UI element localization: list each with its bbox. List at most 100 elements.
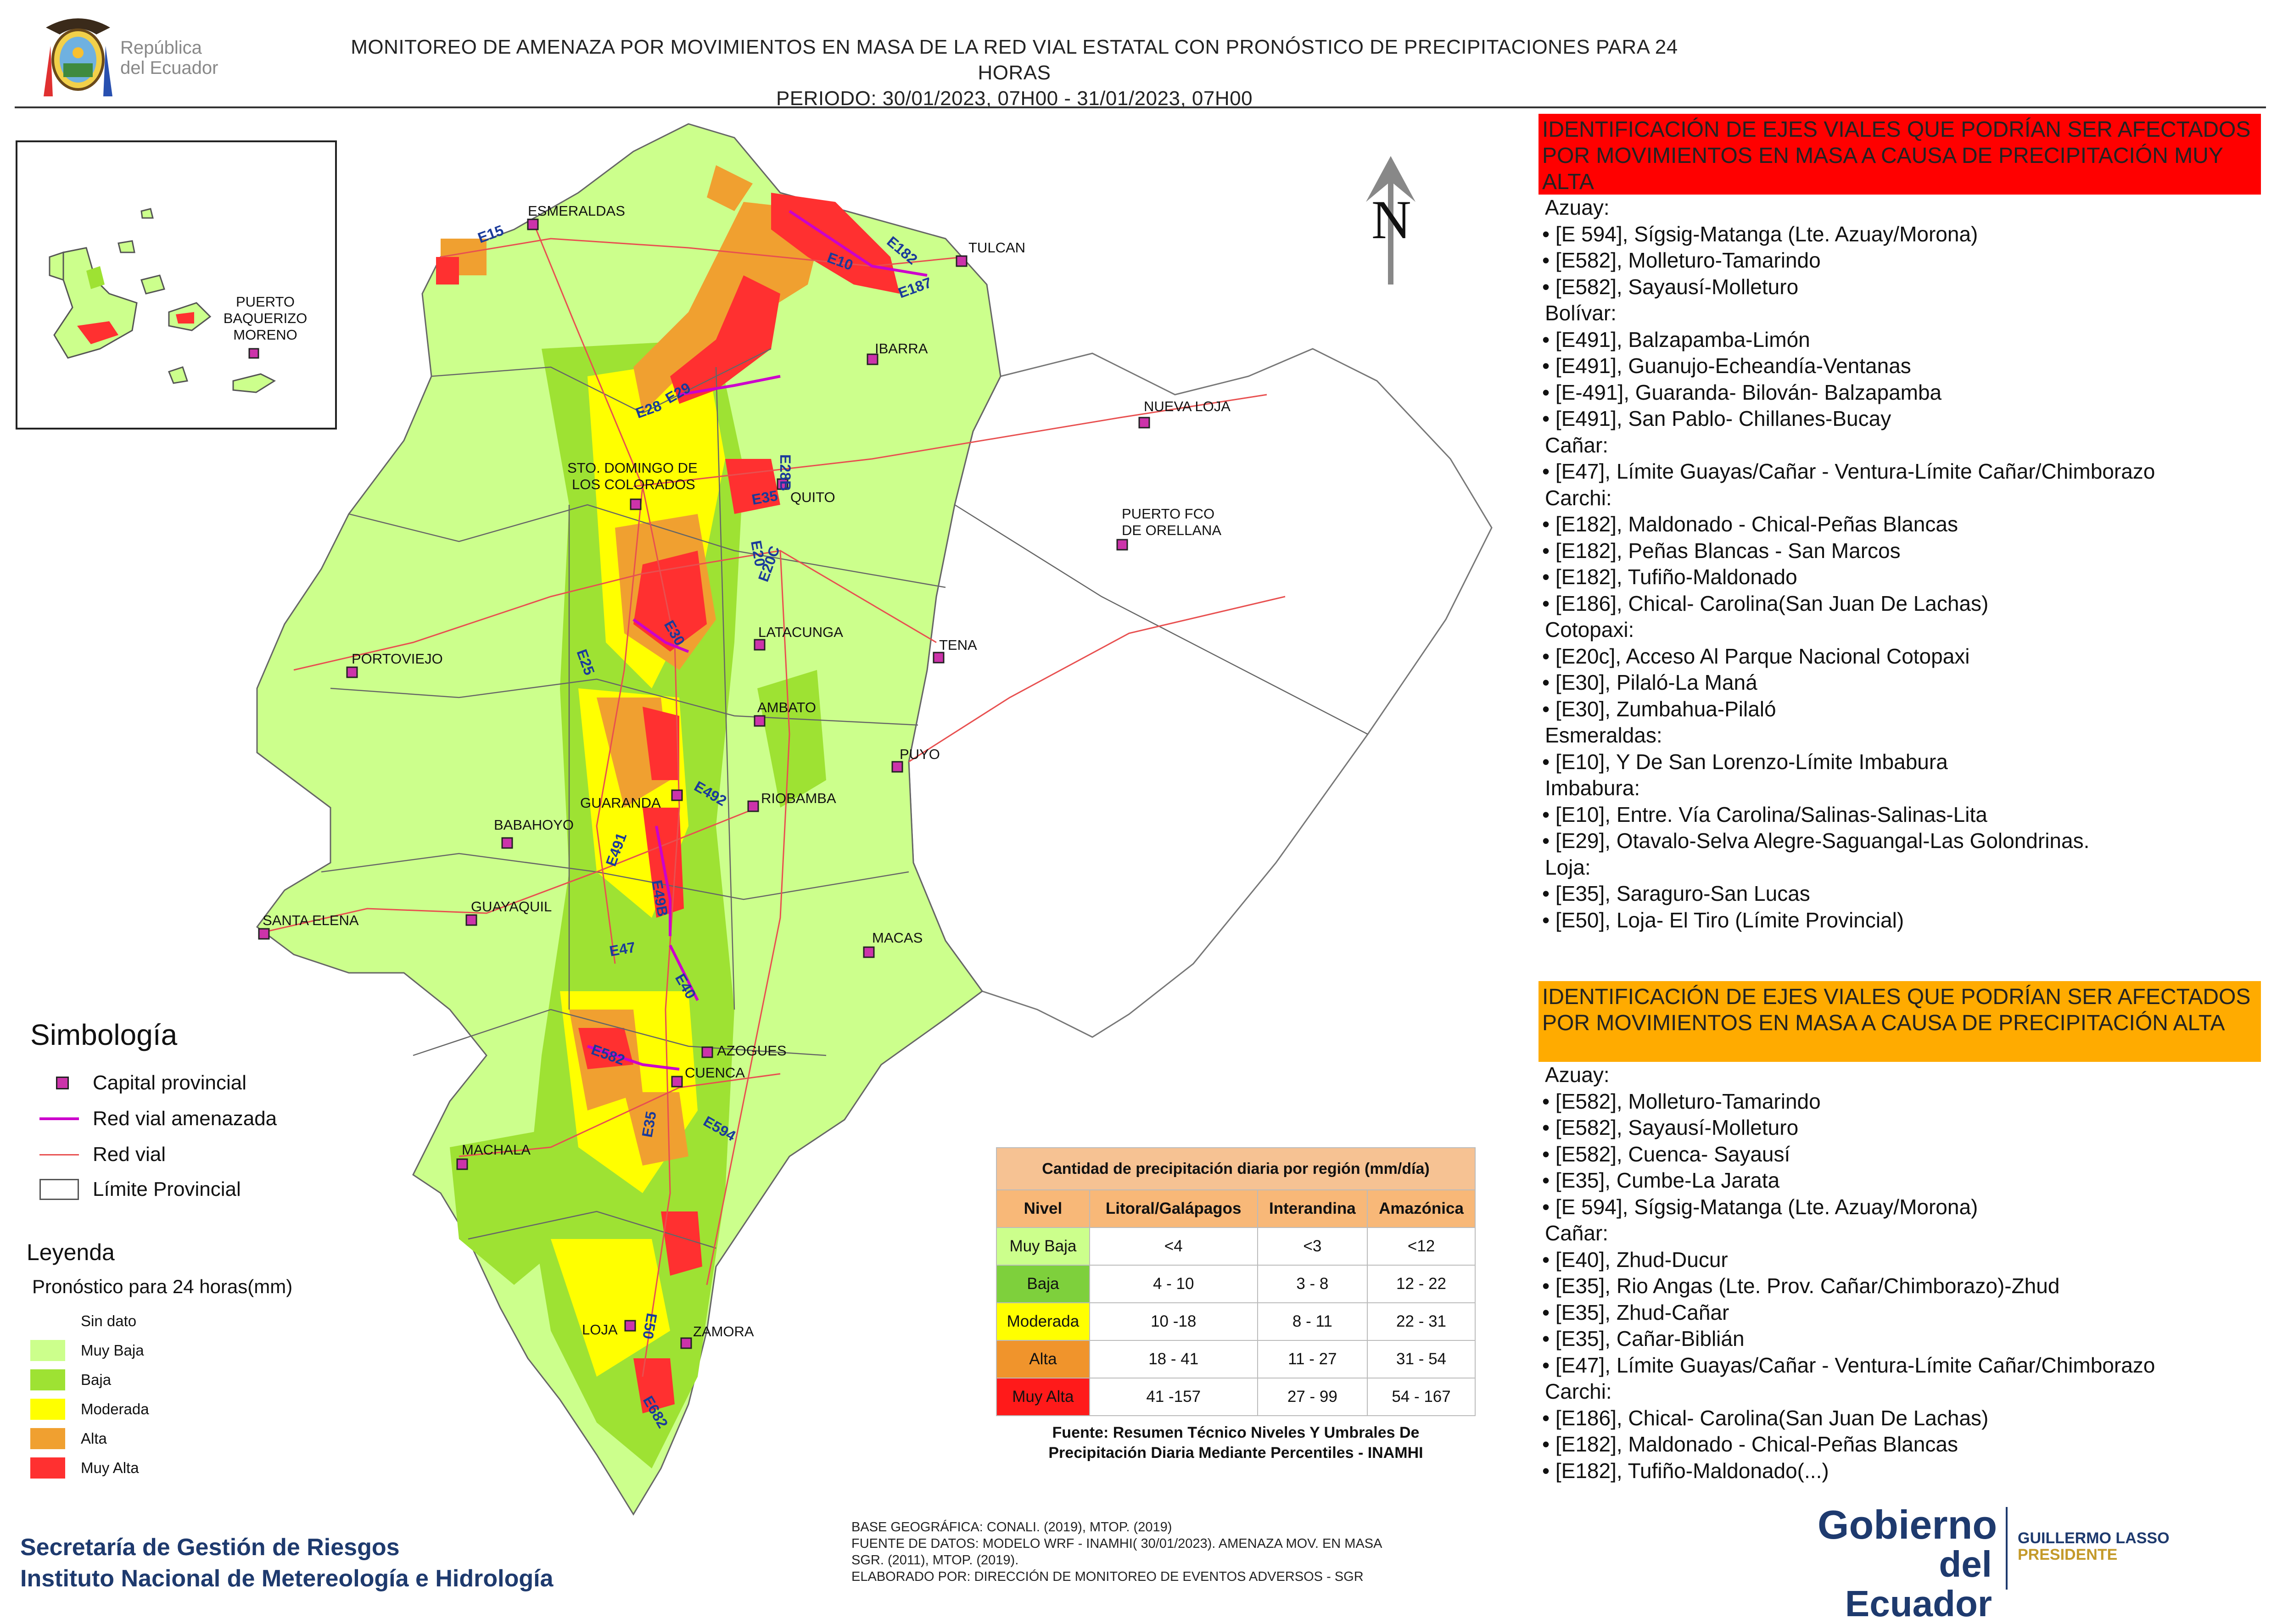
- legend-subtitle: Pronóstico para 24 horas(mm): [32, 1276, 293, 1297]
- city-label: LOS COLORADOS: [572, 476, 695, 492]
- province-label: Cotopaxi:: [1545, 618, 1634, 642]
- city-labels: ESMERALDAS TULCAN IBARRA NUEVA LOJA STO.…: [263, 203, 1231, 1339]
- muy-alta-heading: IDENTIFICACIÓN DE EJES VIALES QUE PODRÍA…: [1539, 114, 2261, 195]
- road-item: • [E35], Cañar-Biblián: [1542, 1327, 1745, 1351]
- table-row: Moderada 10 -18 8 - 11 22 - 31: [996, 1302, 1476, 1341]
- road-item: • [E20c], Acceso Al Parque Nacional Coto…: [1542, 644, 1970, 668]
- road-item: • [E35], Cumbe-La Jarata: [1542, 1168, 1780, 1192]
- road-item: • [E491], Balzapamba-Limón: [1542, 327, 1810, 352]
- symbology-item: Red vial: [39, 1141, 166, 1168]
- legend-title: Leyenda: [27, 1239, 115, 1265]
- table-header: Amazónica: [1367, 1189, 1476, 1228]
- table-cell: 10 -18: [1089, 1302, 1258, 1341]
- road-network: [266, 220, 1286, 1377]
- city-label: MACAS: [872, 930, 923, 946]
- city-label: AMBATO: [757, 699, 816, 715]
- road-item: • [E491], Guanujo-Echeandía-Ventanas: [1542, 354, 1911, 378]
- road-item: • [E50], Loja- El Tiro (Límite Provincia…: [1542, 908, 1904, 932]
- table-cell: <12: [1367, 1227, 1476, 1266]
- city-label: QUITO: [790, 489, 835, 505]
- legend-label: Moderada: [81, 1401, 149, 1418]
- road-item: • [E-491], Guaranda- Bilován- Balzapamba: [1542, 380, 1942, 404]
- legend-item: Muy Alta: [30, 1456, 139, 1480]
- north-label: N: [1371, 189, 1411, 250]
- road-item: • [E10], Entre. Vía Carolina/Salinas-Sal…: [1542, 802, 1987, 826]
- inset-city-line: BAQUERIZO: [223, 310, 308, 326]
- legend-item: Sin dato: [30, 1309, 136, 1334]
- table-cell: 4 - 10: [1089, 1265, 1258, 1303]
- legend-swatch: [30, 1428, 65, 1449]
- province-label: Azuay:: [1545, 1063, 1610, 1087]
- city-label: PUERTO FCO: [1122, 506, 1214, 522]
- province-label: Bolívar:: [1545, 301, 1617, 325]
- threatened-roads: [587, 210, 928, 1071]
- legend-label: Sin dato: [81, 1312, 137, 1329]
- road-item: • [E35], Saraguro-San Lucas: [1542, 882, 1810, 905]
- table-header: Interandina: [1257, 1189, 1368, 1228]
- ecuador-threat-map: ESMERALDAS TULCAN IBARRA NUEVA LOJA STO.…: [256, 123, 1493, 1516]
- symbology-label: Red vial amenazada: [93, 1107, 277, 1130]
- precipitation-table: Cantidad de precipitación diaria por reg…: [996, 1147, 1476, 1416]
- page-title: MONITOREO DE AMENAZA POR MOVIMIENTOS EN …: [321, 34, 1707, 112]
- table-source: Fuente: Resumen Técnico Niveles Y Umbral…: [996, 1423, 1476, 1463]
- credits-line: ELABORADO POR: DIRECCIÓN DE MONITOREO DE…: [851, 1569, 1364, 1584]
- amazon-region-outline: [908, 348, 1493, 1038]
- table-cell: <4: [1089, 1227, 1258, 1266]
- muy-alta-road-list: Azuay: • [E 594], Sígsig-Matanga (Lte. Az…: [1540, 195, 2266, 933]
- capital-icon: [39, 1072, 79, 1094]
- credits-line: SGR. (2011), MTOP. (2019).: [851, 1553, 1019, 1568]
- inset-city-line: MORENO: [233, 327, 297, 343]
- legend-item: Muy Baja: [30, 1338, 144, 1363]
- road-item: • [E182], Maldonado - Chical-Peñas Blanc…: [1542, 512, 1958, 536]
- city-label: PORTOVIEJO: [352, 651, 443, 667]
- republic-line1: República: [120, 38, 202, 58]
- level-cell: Moderada: [996, 1302, 1090, 1341]
- galapagos-inset: PUERTO BAQUERIZO MORENO: [16, 140, 337, 430]
- table-header: Litoral/Galápagos: [1089, 1189, 1258, 1228]
- symbology-title: Simbología: [30, 1018, 178, 1051]
- table-row: Baja 4 - 10 3 - 8 12 - 22: [996, 1265, 1476, 1303]
- province-label: Cañar:: [1545, 433, 1609, 457]
- legend-label: Muy Alta: [81, 1459, 139, 1476]
- table-cell: 3 - 8: [1257, 1265, 1368, 1303]
- city-label: ZAMORA: [693, 1323, 754, 1339]
- province-label: Azuay:: [1545, 195, 1610, 219]
- alta-road-list: Azuay: • [E582], Molleturo-Tamarindo • [E5…: [1540, 1062, 2266, 1484]
- level-cell: Muy Baja: [996, 1227, 1090, 1266]
- road-item: • [E10], Y De San Lorenzo-Límite Imbabur…: [1542, 749, 1948, 774]
- legend-swatch: [30, 1340, 65, 1361]
- city-label: IBARRA: [875, 340, 928, 357]
- legend-item: Alta: [30, 1426, 107, 1451]
- table-cell: 41 -157: [1089, 1378, 1258, 1416]
- city-label: LATACUNGA: [758, 624, 843, 640]
- logo-divider: [2006, 1507, 2008, 1590]
- province-label: Imbabura:: [1545, 776, 1640, 800]
- title-line2: PERIODO: 30/01/2023, 07H00 - 31/01/2023,…: [776, 87, 1253, 110]
- credits-line: FUENTE DE DATOS: MODELO WRF - INAMHI( 30…: [851, 1536, 1382, 1551]
- road-item: • [E47], Límite Guayas/Cañar - Ventura-L…: [1542, 1353, 2155, 1377]
- table-cell: 8 - 11: [1257, 1302, 1368, 1341]
- province-label: Cañar:: [1545, 1221, 1609, 1245]
- road-item: • [E29], Otavalo-Selva Alegre-Saguangal-…: [1542, 829, 2090, 853]
- road-item: • [E582], Molleturo-Tamarindo: [1542, 248, 1821, 272]
- table-header: Nivel: [996, 1189, 1090, 1228]
- symbology-label: Límite Provincial: [93, 1178, 241, 1200]
- inset-city-line: PUERTO: [235, 294, 295, 310]
- title-line1: MONITOREO DE AMENAZA POR MOVIMIENTOS EN …: [351, 36, 1678, 84]
- city-label: BABAHOYO: [494, 817, 574, 833]
- road-item: • [E182], Peñas Blancas - San Marcos: [1542, 538, 1901, 563]
- city-label: STO. DOMINGO DE: [567, 460, 698, 476]
- table-cell: 18 - 41: [1089, 1340, 1258, 1378]
- north-arrow-icon: [1366, 156, 1415, 285]
- city-label: TULCAN: [968, 240, 1025, 256]
- province-label: Loja:: [1545, 855, 1591, 879]
- table-row: Muy Alta 41 -157 27 - 99 54 - 167: [996, 1378, 1476, 1416]
- republic-line2: del Ecuador: [120, 58, 218, 78]
- table-cell: 11 - 27: [1257, 1340, 1368, 1378]
- republica-ecuador-logo: [32, 9, 234, 101]
- president-name: GUILLERMO LASSO: [2018, 1529, 2170, 1547]
- gob-line: Gobierno: [1818, 1502, 1997, 1547]
- road-item: • [E30], Zumbahua-Pilaló: [1542, 697, 1776, 721]
- table-row: Alta 18 - 41 11 - 27 31 - 54: [996, 1340, 1476, 1378]
- province-label: Carchi:: [1545, 486, 1612, 510]
